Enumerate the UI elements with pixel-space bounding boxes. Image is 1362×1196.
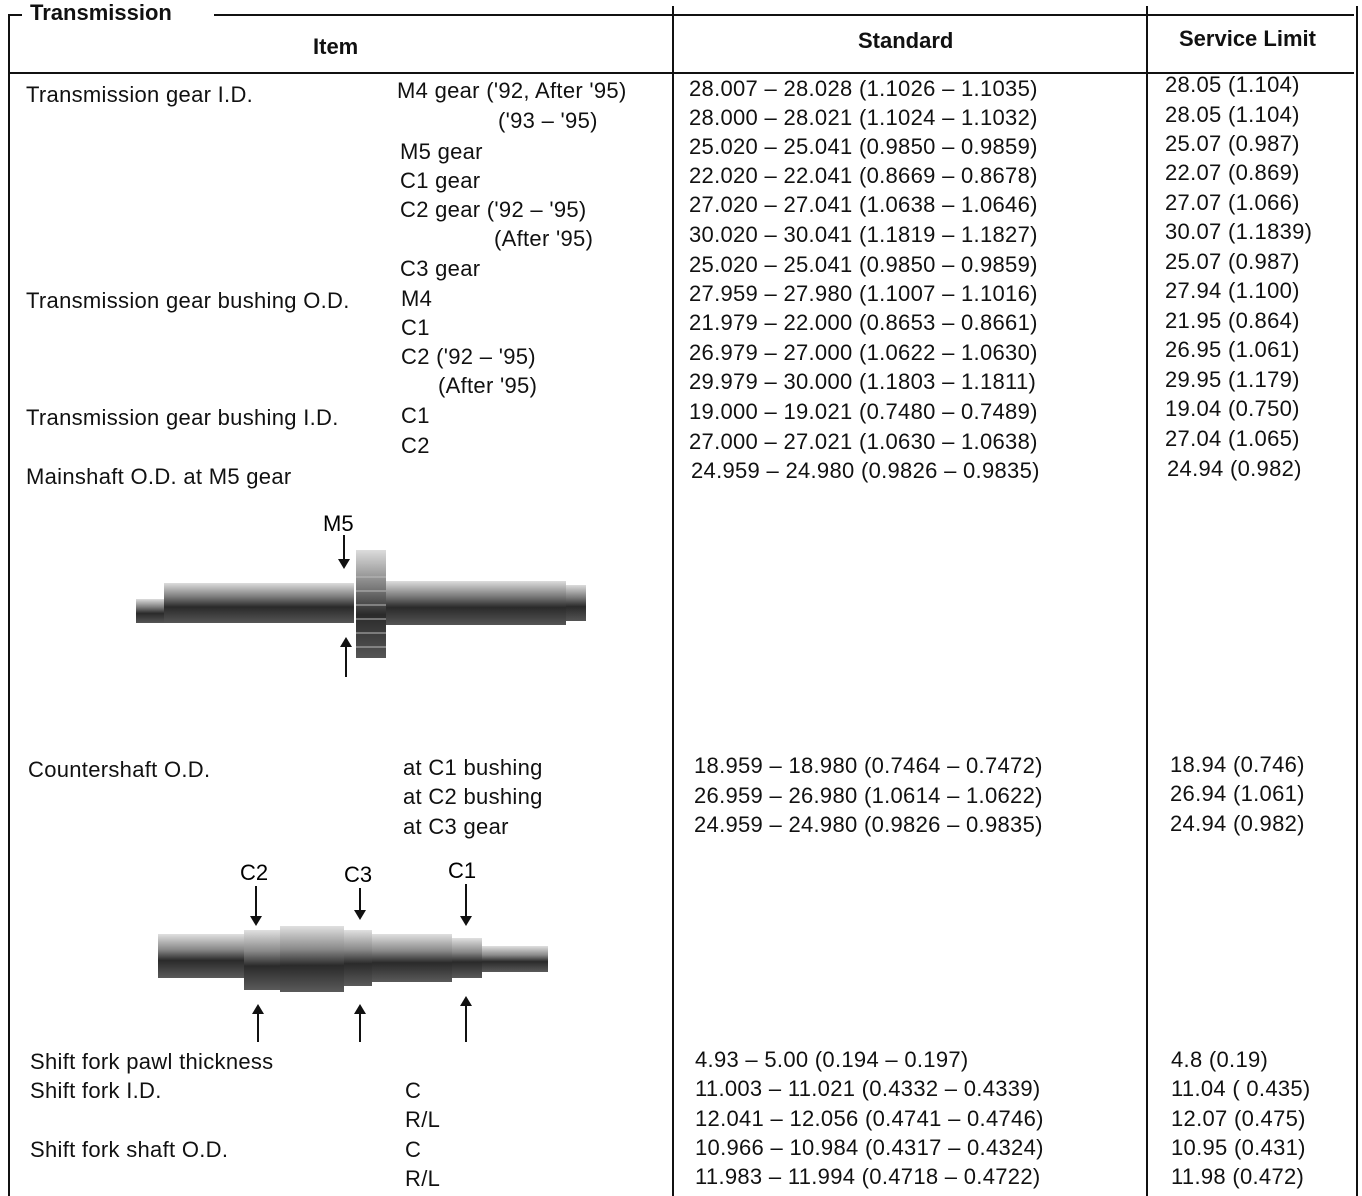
item-label: Transmission gear I.D. [26,82,254,107]
c1-label: C1 [448,858,476,883]
standard-value: 27.020 – 27.041 (1.0638 – 1.0646) [689,192,1038,217]
column-divider-1 [672,6,674,1196]
frame-left [8,14,10,1196]
sub-label: M5 gear [400,139,483,164]
column-divider-2 [1146,6,1148,1196]
limit-value: 18.94 (0.746) [1170,752,1305,777]
limit-value: 28.05 (1.104) [1165,102,1300,127]
sub-label: C2 gear ('92 – '95) [400,197,587,222]
limit-value: 26.94 (1.061) [1170,781,1305,806]
item-label: Countershaft O.D. [28,757,211,782]
standard-value: 28.007 – 28.028 (1.1026 – 1.1035) [689,76,1038,101]
up-arrow-icon [460,996,472,1042]
standard-value: 27.000 – 27.021 (1.0630 – 1.0638) [689,429,1038,454]
standard-value: 25.020 – 25.041 (0.9850 – 0.9859) [689,134,1038,159]
limit-value: 27.94 (1.100) [1165,278,1300,303]
standard-value: 27.959 – 27.980 (1.1007 – 1.1016) [689,281,1038,306]
standard-value: 18.959 – 18.980 (0.7464 – 0.7472) [694,753,1043,778]
sub-label: C [405,1078,422,1103]
item-label: Shift fork I.D. [30,1078,162,1103]
standard-value: 22.020 – 22.041 (0.8669 – 0.8678) [689,163,1038,188]
limit-value: 12.07 (0.475) [1171,1106,1306,1131]
down-arrow-icon [338,535,350,569]
standard-value: 12.041 – 12.056 (0.4741 – 0.4746) [695,1106,1044,1131]
service-limit-header: Service Limit [1179,26,1316,51]
sub-label: ('93 – '95) [498,108,598,133]
sub-label: R/L [405,1166,441,1191]
limit-value: 4.8 (0.19) [1171,1047,1269,1072]
header-divider [8,72,1354,74]
sub-label: at C2 bushing [403,784,543,809]
item-label: Transmission gear bushing O.D. [26,288,350,313]
c2-label: C2 [240,860,268,885]
up-arrow-icon [340,637,352,677]
up-arrow-icon [354,1004,366,1042]
sub-label: C1 [401,403,430,428]
standard-value: 29.979 – 30.000 (1.1803 – 1.1811) [689,369,1037,394]
sub-label: R/L [405,1107,441,1132]
limit-value: 26.95 (1.061) [1165,337,1300,362]
standard-value: 28.000 – 28.021 (1.1024 – 1.1032) [689,105,1038,130]
limit-value: 24.94 (0.982) [1170,811,1305,836]
down-arrow-icon [460,884,472,926]
limit-value: 28.05 (1.104) [1165,72,1300,97]
item-label: Shift fork pawl thickness [30,1049,274,1074]
limit-value: 29.95 (1.179) [1165,367,1300,392]
standard-header: Standard [858,28,954,53]
sub-label: C [405,1137,422,1162]
sub-label: at C3 gear [403,814,509,839]
item-label: Mainshaft O.D. at M5 gear [26,464,292,489]
sub-label: C1 gear [400,168,481,193]
standard-value: 26.959 – 26.980 (1.0614 – 1.0622) [694,783,1043,808]
limit-value: 19.04 (0.750) [1165,396,1300,421]
standard-value: 10.966 – 10.984 (0.4317 – 0.4324) [695,1135,1044,1160]
item-label: Transmission gear bushing I.D. [26,405,339,430]
section-title: Transmission [30,0,172,25]
frame-right [1356,6,1358,1196]
c3-label: C3 [344,862,372,887]
limit-value: 21.95 (0.864) [1165,308,1300,333]
sub-label: M4 gear ('92, After '95) [397,78,627,103]
limit-value: 10.95 (0.431) [1171,1135,1306,1160]
down-arrow-icon [250,886,262,926]
limit-value: 11.98 (0.472) [1171,1164,1305,1189]
item-label: Shift fork shaft O.D. [30,1137,229,1162]
standard-value: 11.003 – 11.021 (0.4332 – 0.4339) [695,1076,1041,1101]
sub-label: (After '95) [438,373,538,398]
sub-label: M4 [401,286,433,311]
down-arrow-icon [354,888,366,920]
sub-label: at C1 bushing [403,755,543,780]
limit-value: 27.04 (1.065) [1165,426,1300,451]
sub-label: C1 [401,315,430,340]
up-arrow-icon [252,1004,264,1042]
item-header: Item [313,34,359,59]
standard-value: 24.959 – 24.980 (0.9826 – 0.9835) [691,458,1040,483]
limit-value: 22.07 (0.869) [1165,160,1300,185]
limit-value: 25.07 (0.987) [1165,249,1300,274]
sub-label: C2 [401,433,430,458]
countershaft-illustration: C2 C3 C1 [158,858,548,1042]
standard-value: 19.000 – 19.021 (0.7480 – 0.7489) [689,399,1038,424]
standard-value: 24.959 – 24.980 (0.9826 – 0.9835) [694,812,1043,837]
standard-value: 4.93 – 5.00 (0.194 – 0.197) [695,1047,969,1072]
sub-label: C2 ('92 – '95) [401,344,536,369]
standard-value: 30.020 – 30.041 (1.1819 – 1.1827) [689,222,1038,247]
standard-value: 25.020 – 25.041 (0.9850 – 0.9859) [689,252,1038,277]
limit-value: 25.07 (0.987) [1165,131,1300,156]
frame-top-right [214,14,1354,16]
limit-value: 30.07 (1.1839) [1165,219,1313,244]
m5-label: M5 [323,511,354,536]
standard-value: 11.983 – 11.994 (0.4718 – 0.4722) [695,1164,1041,1189]
frame-top-left [8,14,22,16]
mainshaft-illustration: M5 [136,511,586,677]
standard-value: 21.979 – 22.000 (0.8653 – 0.8661) [689,310,1038,335]
limit-value: 24.94 (0.982) [1167,456,1302,481]
standard-value: 26.979 – 27.000 (1.0622 – 1.0630) [689,340,1038,365]
sub-label: (After '95) [494,226,594,251]
limit-value: 27.07 (1.066) [1165,190,1300,215]
limit-value: 11.04 ( 0.435) [1171,1076,1311,1101]
sub-label: C3 gear [400,256,481,281]
